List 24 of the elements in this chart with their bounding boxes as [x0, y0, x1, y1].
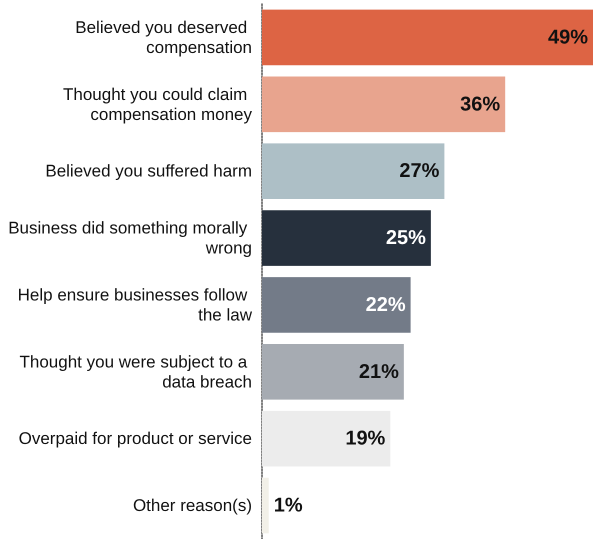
bar: [262, 277, 411, 333]
data-label: 25%: [386, 227, 426, 250]
bar: [262, 410, 390, 466]
y-tick-label: Thought you were subject to a data breach: [20, 352, 252, 392]
bar: [262, 478, 269, 534]
data-label: 49%: [548, 26, 588, 48]
y-tick-label: Believed you deserved compensation: [75, 18, 252, 57]
data-label: 27%: [399, 160, 440, 182]
y-tick-label: Overpaid for product or service: [18, 429, 252, 448]
bar: [262, 210, 431, 266]
bar: [262, 344, 404, 400]
data-label: 21%: [358, 360, 400, 383]
data-label: 19%: [345, 428, 386, 450]
bar: [262, 76, 506, 132]
data-label: 22%: [366, 294, 406, 316]
bar: [262, 143, 444, 199]
y-tick-label: Other reason(s): [132, 496, 252, 516]
y-tick-label: Business did something morally wrong: [8, 218, 252, 258]
y-tick-label: Thought you could claim compensation money: [63, 84, 252, 124]
data-label: 1%: [274, 494, 303, 517]
y-tick-label: Help ensure businesses follow the law: [18, 285, 253, 324]
data-label: 36%: [460, 93, 500, 116]
y-tick-label: Believed you suffered harm: [45, 162, 252, 181]
bar: [262, 10, 593, 66]
